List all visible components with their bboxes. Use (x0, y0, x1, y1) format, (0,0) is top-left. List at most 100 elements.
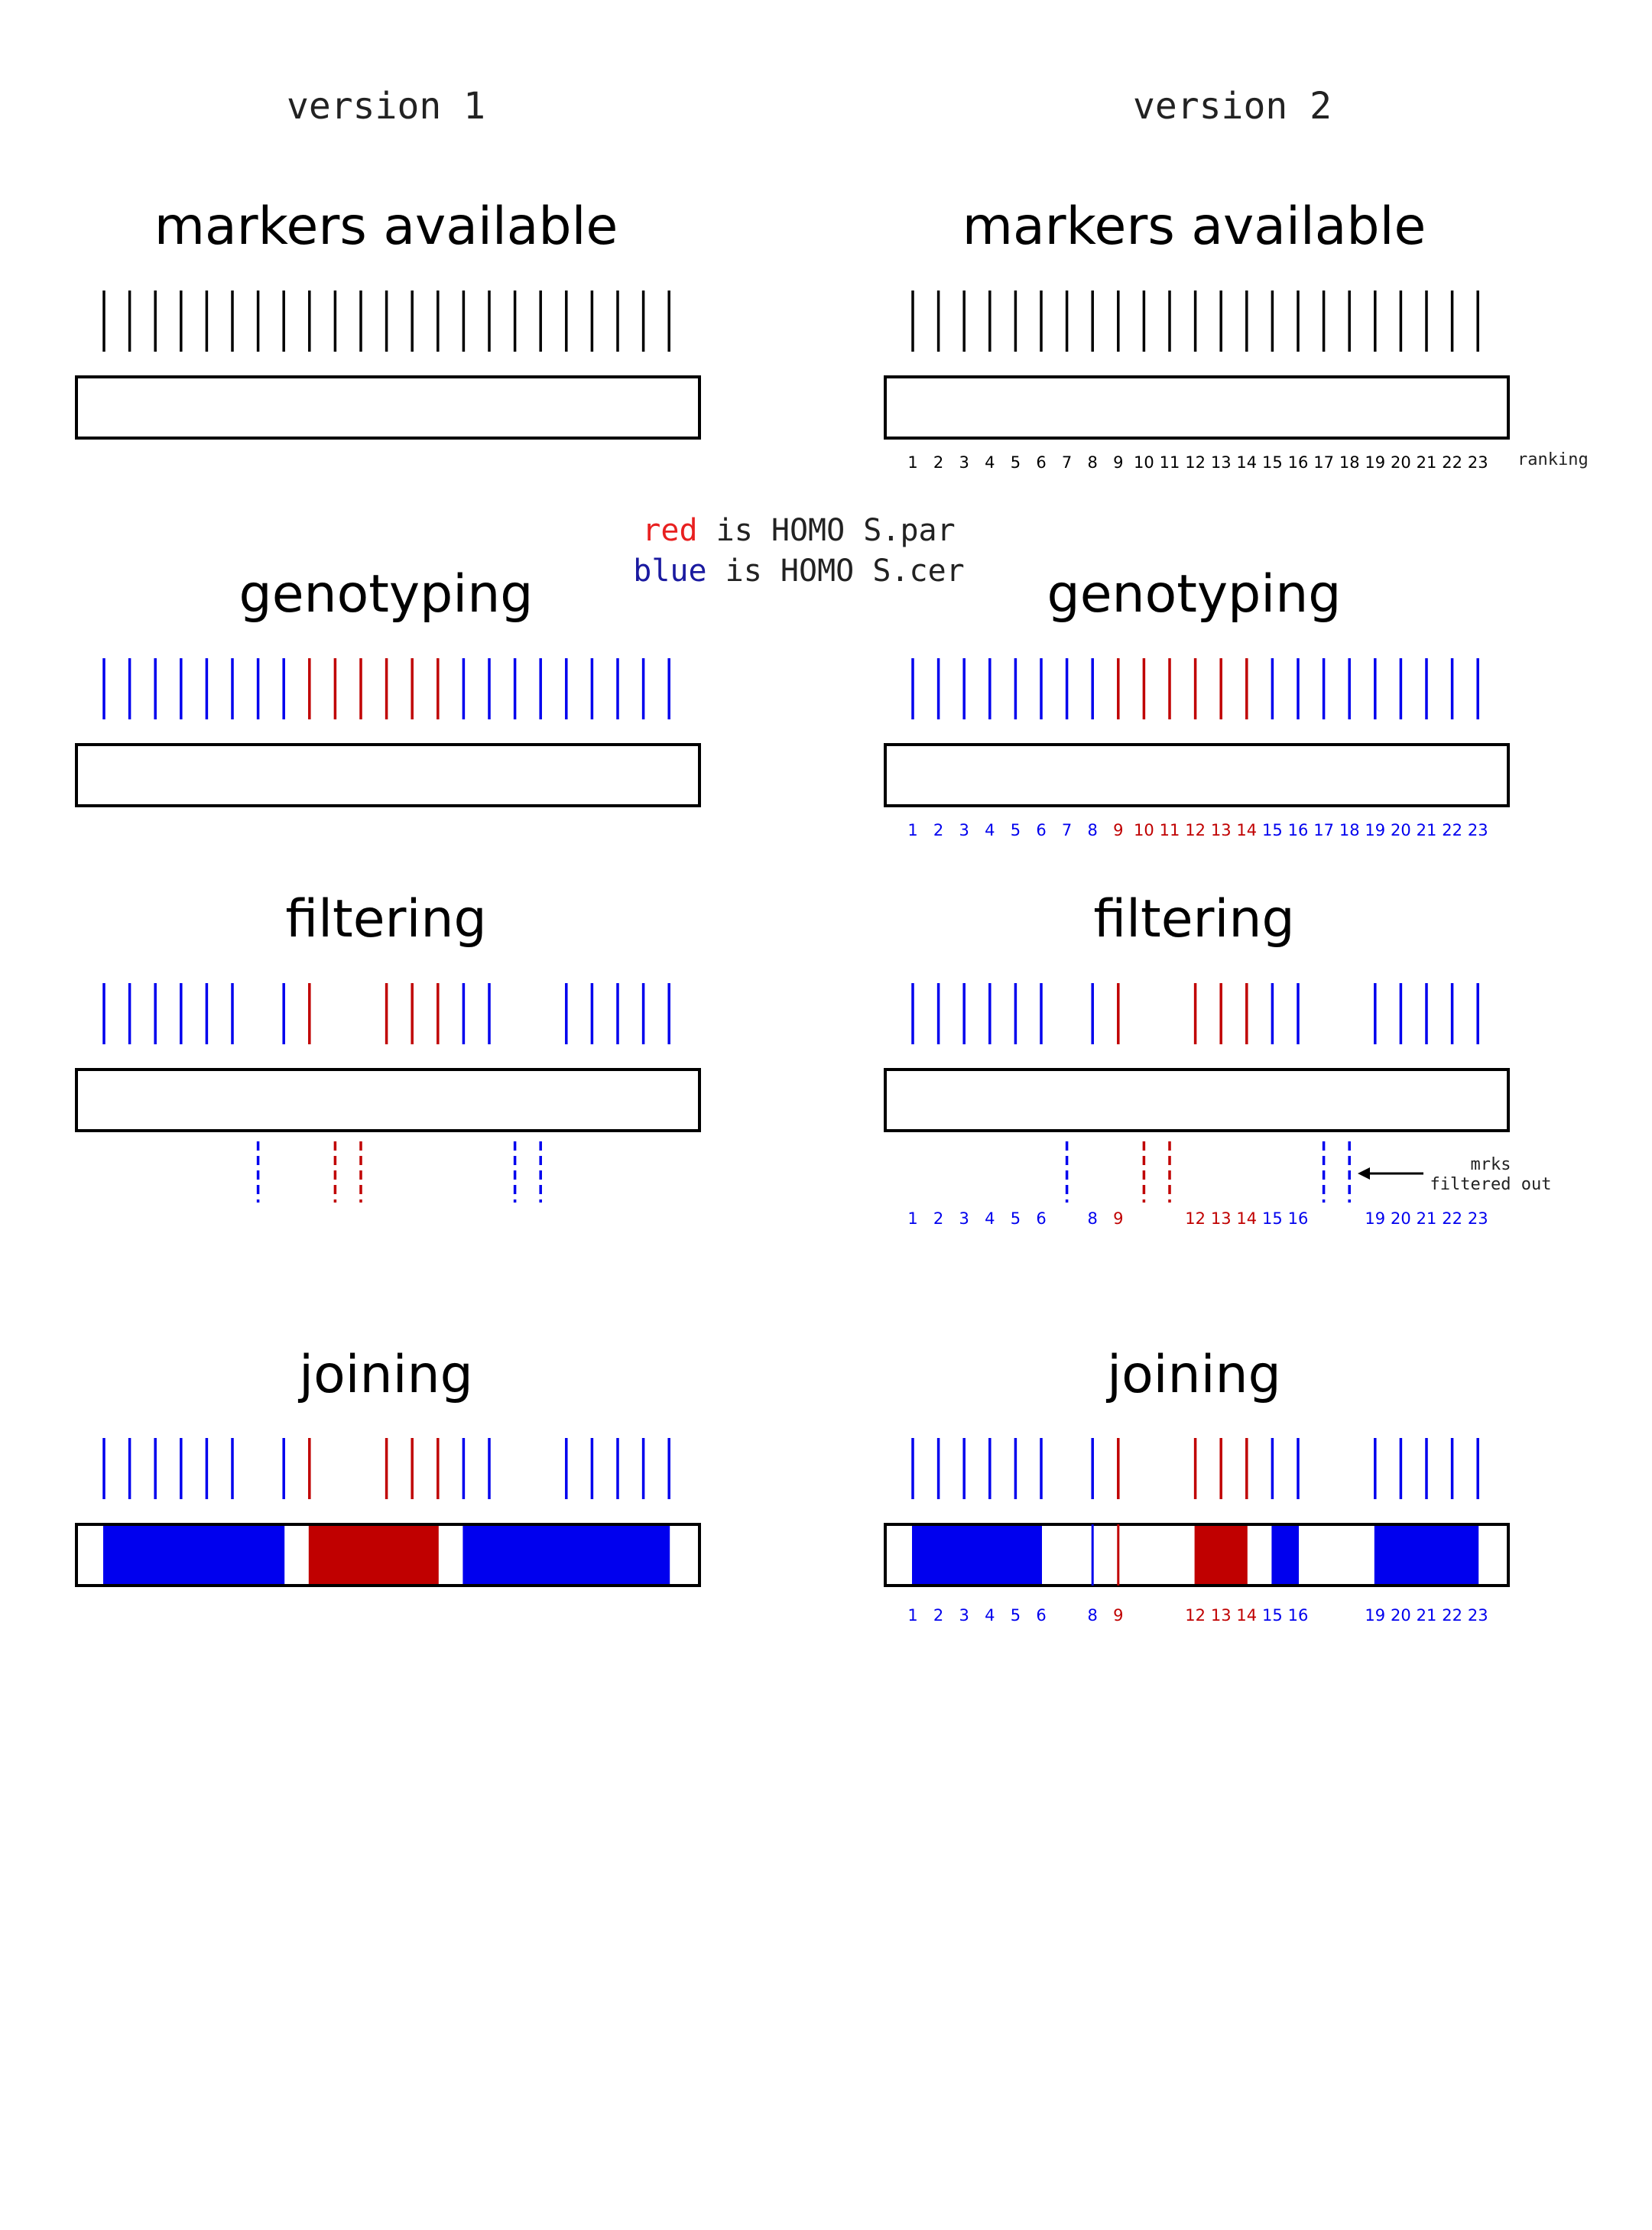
v1-title-joining: joining (297, 1345, 473, 1405)
v2-markers-rank-label-6: 6 (1036, 453, 1046, 472)
v2-filtering-chromosome-box (884, 1068, 1510, 1132)
v2-filtering-rank-label-23: 23 (1468, 1209, 1488, 1228)
v2-joining-rank-label-8: 8 (1088, 1606, 1098, 1625)
v2-joining-rank-label-21: 21 (1417, 1606, 1437, 1625)
v2-joining-rank-label-3: 3 (959, 1606, 969, 1625)
v2-title-filtering: filtering (1093, 889, 1294, 949)
v2-markers-rank-label-18: 18 (1339, 453, 1360, 472)
v2-markers-chromosome-box (884, 375, 1510, 440)
legend-red-text: is HOMO S.par (698, 513, 956, 548)
v2-markers-rank-label-11: 11 (1160, 453, 1180, 472)
v2-joined-segment-3 (1271, 1524, 1299, 1586)
v2-markers-rank-label-12: 12 (1185, 453, 1206, 472)
v1-genotyping-chromosome-box (75, 743, 701, 807)
v2-genotyping-rank-label-23: 23 (1468, 821, 1488, 839)
v2-filtering-rank-label-8: 8 (1088, 1209, 1098, 1228)
dynamic-marks: 1 2 3 4 5 6 7 8 9 10 11 12 13 14 15 16 17 18 19 20 21 22 231 2 3… (75, 291, 1510, 1625)
v2-markers-rank-label-4: 4 (985, 453, 995, 472)
v2-genotyping-rank-label-13: 13 (1211, 821, 1232, 839)
v2-filtering-rank-label-4: 4 (985, 1209, 995, 1228)
v2-joining-rank-label-9: 9 (1113, 1606, 1123, 1625)
legend-red: red is HOMO S.par (642, 513, 955, 548)
v2-genotyping-rank-label-7: 7 (1062, 821, 1072, 839)
v2-filtering-rank-label-19: 19 (1365, 1209, 1385, 1228)
filtered-arrow-head (1358, 1167, 1370, 1180)
v2-genotyping-rank-label-12: 12 (1185, 821, 1206, 839)
v2-filtering-rank-label-9: 9 (1113, 1209, 1123, 1228)
v2-genotyping-rank-label-9: 9 (1113, 821, 1123, 839)
v2-markers-rank-label-23: 23 (1468, 453, 1488, 472)
v2-joining-rank-label-12: 12 (1185, 1606, 1206, 1625)
v1-title-filtering: filtering (285, 889, 486, 949)
v2-joining-rank-label-6: 6 (1036, 1606, 1046, 1625)
v2-markers-rank-label-5: 5 (1011, 453, 1021, 472)
legend-blue-text: is HOMO S.cer (707, 553, 965, 589)
v2-joining-rank-label-19: 19 (1365, 1606, 1385, 1625)
v2-joining-rank-label-1: 1 (907, 1606, 917, 1625)
v2-genotyping-rank-label-22: 22 (1442, 821, 1462, 839)
v2-joining-rank-label-16: 16 (1288, 1606, 1309, 1625)
v2-filtering-rank-label-14: 14 (1236, 1209, 1257, 1228)
v2-joining-rank-label-5: 5 (1011, 1606, 1021, 1625)
v2-genotyping-rank-label-2: 2 (933, 821, 943, 839)
v2-joined-segment-1 (912, 1524, 1042, 1586)
v2-genotyping-rank-label-3: 3 (959, 821, 969, 839)
v2-joining-rank-label-22: 22 (1442, 1606, 1462, 1625)
v2-genotyping-rank-label-17: 17 (1313, 821, 1334, 839)
v1-markers-chromosome-box (75, 375, 701, 440)
legend-blue: blue is HOMO S.cer (633, 553, 964, 589)
v2-markers-rank-label-9: 9 (1113, 453, 1123, 472)
v2-joining-rank-label-15: 15 (1262, 1606, 1283, 1625)
v2-markers-rank-label-19: 19 (1365, 453, 1385, 472)
filtered-note-line-2: filtered out (1430, 1175, 1552, 1194)
v2-joining-rank-label-14: 14 (1236, 1606, 1257, 1625)
v2-joining-rank-label-2: 2 (933, 1606, 943, 1625)
v2-markers-rank-label-21: 21 (1417, 453, 1437, 472)
v2-genotyping-rank-label-20: 20 (1391, 821, 1411, 839)
v1-title-markers: markers available (154, 196, 618, 257)
v2-filtering-rank-label-21: 21 (1417, 1209, 1437, 1228)
v2-joining-chromosome-box (884, 1523, 1510, 1587)
v2-filtering-rank-label-6: 6 (1036, 1209, 1046, 1228)
v2-filtering-rank-label-2: 2 (933, 1209, 943, 1228)
v2-joined-segment-4 (1374, 1524, 1479, 1586)
v2-filtering-rank-label-5: 5 (1011, 1209, 1021, 1228)
v2-joining-rank-label-20: 20 (1391, 1606, 1411, 1625)
v2-markers-rank-label-10: 10 (1134, 453, 1154, 472)
v2-filtering-rank-label-20: 20 (1391, 1209, 1411, 1228)
ranking-label: ranking (1517, 450, 1589, 469)
v2-genotyping-rank-label-11: 11 (1160, 821, 1180, 839)
v2-title-markers: markers available (962, 196, 1426, 257)
v2-markers-rank-label-7: 7 (1062, 453, 1072, 472)
v2-genotyping-rank-label-10: 10 (1134, 821, 1154, 839)
v2-markers-rank-label-15: 15 (1262, 453, 1283, 472)
v2-markers-rank-label-1: 1 (907, 453, 917, 472)
v2-genotyping-chromosome-box (884, 743, 1510, 807)
v2-markers-rank-label-20: 20 (1391, 453, 1411, 472)
v2-genotyping-rank-label-18: 18 (1339, 821, 1360, 839)
v2-genotyping-rank-label-15: 15 (1262, 821, 1283, 839)
v2-markers-rank-label-13: 13 (1211, 453, 1232, 472)
column-title-version-2: version 2 (1133, 85, 1332, 128)
v2-filtering-rank-label-1: 1 (907, 1209, 917, 1228)
legend-red-word: red (642, 513, 697, 548)
column-title-version-1: version 1 (287, 85, 485, 128)
v2-filtering-rank-label-13: 13 (1211, 1209, 1232, 1228)
v1-joined-segment-2 (308, 1524, 439, 1586)
v1-joined-segment-1 (103, 1524, 285, 1586)
v2-markers-rank-label-8: 8 (1088, 453, 1098, 472)
v2-genotyping-rank-label-16: 16 (1288, 821, 1309, 839)
v2-genotyping-rank-label-4: 4 (985, 821, 995, 839)
v2-title-joining: joining (1105, 1345, 1281, 1405)
v2-genotyping-rank-label-8: 8 (1088, 821, 1098, 839)
v2-markers-rank-label-14: 14 (1236, 453, 1257, 472)
v2-genotyping-rank-label-14: 14 (1236, 821, 1257, 839)
v2-genotyping-rank-label-21: 21 (1417, 821, 1437, 839)
v1-joined-segment-3 (462, 1524, 670, 1586)
v1-filtering-chromosome-box (75, 1068, 701, 1132)
v2-filtering-rank-label-12: 12 (1185, 1209, 1206, 1228)
v1-title-genotyping: genotyping (239, 564, 534, 625)
v2-genotyping-rank-label-5: 5 (1011, 821, 1021, 839)
filtered-note-line-1: mrks (1471, 1155, 1511, 1174)
